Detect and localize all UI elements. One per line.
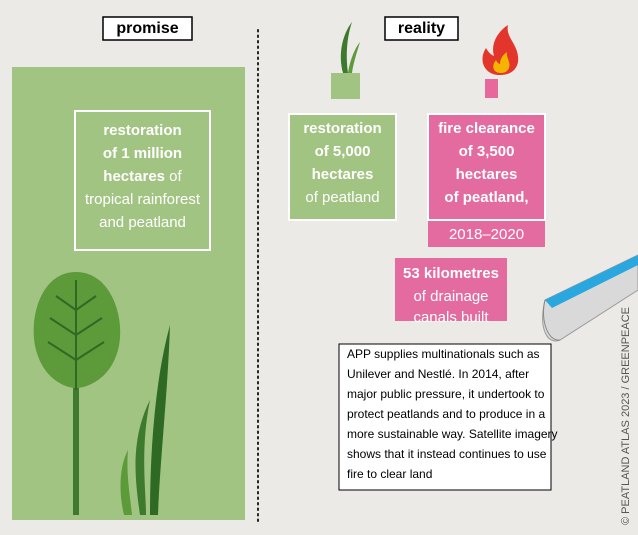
sprout-illustration	[331, 22, 360, 99]
text-segment: 2018–2020	[449, 226, 524, 243]
reality-restoration-box	[288, 113, 397, 221]
text-segment: restoration	[303, 120, 381, 137]
reality-label: reality	[398, 20, 445, 37]
text-segment: hectares	[456, 166, 518, 183]
note-line: more sustainable way. Satellite imagery	[347, 427, 558, 441]
text-line: tropical rainforest	[85, 191, 201, 208]
text-line: of 5,000	[315, 143, 371, 160]
text-segment: restoration	[103, 122, 181, 139]
text-line: restoration	[103, 122, 181, 139]
text-segment: and peatland	[99, 214, 186, 231]
text-segment: canals built	[413, 309, 489, 326]
text-line: of peatland	[305, 189, 379, 206]
credit: © PEATLAND ATLAS 2023 / GREENPEACE	[620, 307, 632, 525]
text-line: hectares of	[103, 168, 182, 185]
text-line: of 1 million	[103, 145, 182, 162]
note-line: shows that it instead continues to use	[347, 447, 547, 461]
text-segment: hectares	[103, 168, 165, 185]
text-segment: of peatland,	[444, 189, 528, 206]
text-line: 2018–2020	[449, 226, 524, 243]
text-line: hectares	[456, 166, 518, 183]
text-line: 53 kilometres	[403, 265, 499, 282]
text-line: fire clearance	[438, 120, 535, 137]
text-line: canals built	[413, 309, 489, 326]
text-segment: tropical rainforest	[85, 191, 201, 208]
text-segment: of 5,000	[315, 143, 371, 160]
note-box	[338, 343, 552, 491]
text-segment: of 3,500	[459, 143, 515, 160]
reality-canal-box	[395, 258, 507, 321]
text-segment: hectares	[312, 166, 374, 183]
text-segment: 53 kilometres	[403, 265, 499, 282]
note-line: APP supplies multinationals such as	[347, 347, 540, 361]
note-line: Unilever and Nestlé. In 2014, after	[347, 367, 529, 381]
promise-label-box	[102, 16, 193, 41]
text-segment: of	[165, 168, 183, 185]
note-line: fire to clear land	[347, 467, 432, 481]
text-line: restoration	[303, 120, 381, 137]
tree-illustration	[33, 272, 170, 515]
text-line: and peatland	[99, 214, 186, 231]
note-line: protect peatlands and to produce in a	[347, 407, 545, 421]
text-segment: fire clearance	[438, 120, 535, 137]
reality-fire-box	[428, 114, 545, 247]
text-line: of drainage	[413, 288, 488, 305]
flame-illustration	[482, 25, 519, 98]
reality-label-box	[384, 16, 459, 41]
text-segment: of peatland	[305, 189, 379, 206]
note-line: major public pressure, it undertook to	[347, 387, 545, 401]
reality-fire-frame	[427, 113, 546, 221]
canal-illustration	[542, 254, 638, 342]
promise-label: promise	[116, 20, 178, 37]
text-segment: of 1 million	[103, 145, 182, 162]
text-line: hectares	[312, 166, 374, 183]
text-segment: of drainage	[413, 288, 488, 305]
text-line: of 3,500	[459, 143, 515, 160]
text-line: of peatland,	[444, 189, 528, 206]
promise-frame	[74, 110, 211, 251]
